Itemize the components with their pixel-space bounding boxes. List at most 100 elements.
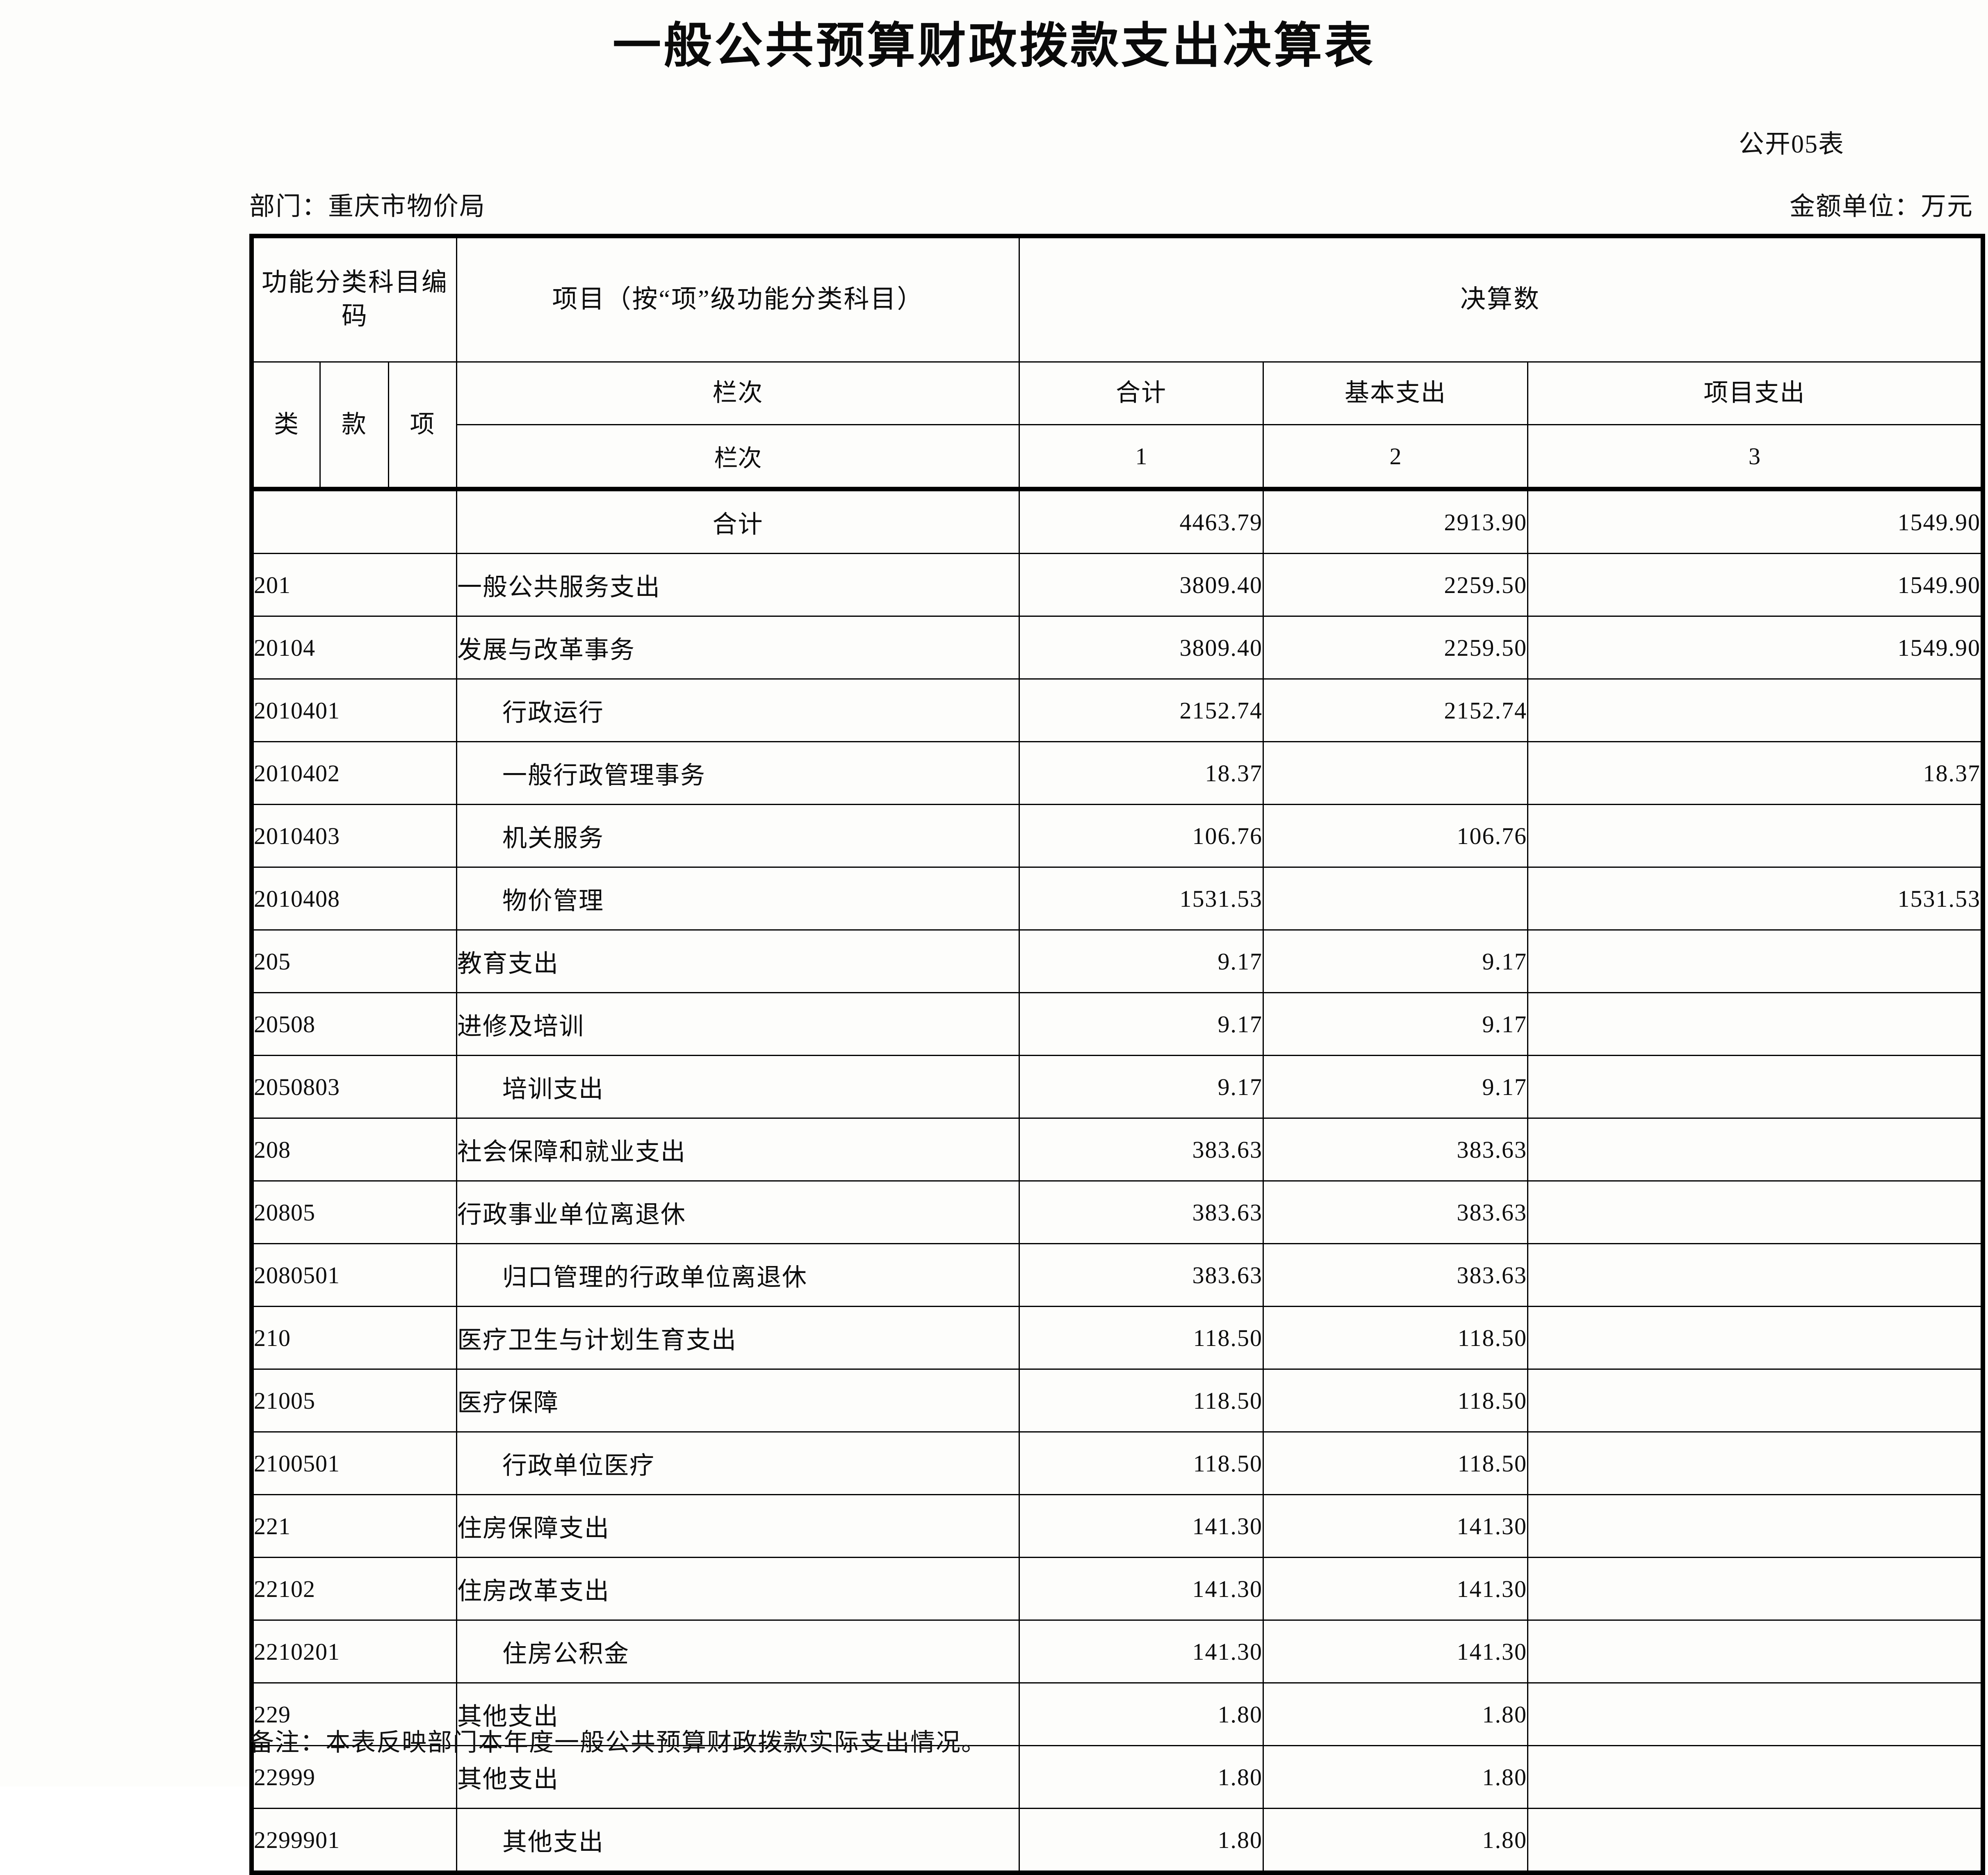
cell-amount-total: 4463.79 xyxy=(1019,487,1264,554)
cell-item-name: 社会保障和就业支出 xyxy=(456,1118,1020,1182)
table-row: 20104 发展与改革事务 3809.40 2259.50 1549.90 xyxy=(249,616,1986,680)
cell-item-name: 其他支出 xyxy=(456,1808,1020,1875)
cell-amount-basic: 2259.50 xyxy=(1263,553,1528,617)
header-item-column: 项目（按“项”级功能分类科目） xyxy=(456,234,1020,363)
cell-amount-total: 9.17 xyxy=(1019,992,1264,1056)
cell-amount-basic: 9.17 xyxy=(1263,1055,1528,1119)
cell-item-name: 行政运行 xyxy=(456,678,1020,742)
cell-item-name: 住房改革支出 xyxy=(456,1557,1020,1621)
cell-amount-basic: 118.50 xyxy=(1263,1306,1528,1370)
cell-amount-project xyxy=(1527,1306,1986,1370)
cell-amount-basic: 2259.50 xyxy=(1263,616,1528,680)
cell-function-code: 201 xyxy=(249,553,457,617)
cell-amount-project xyxy=(1527,804,1986,868)
cell-function-code: 205 xyxy=(249,929,457,993)
cell-amount-basic: 1.80 xyxy=(1263,1745,1528,1809)
header-figures-total: 合计 xyxy=(1019,361,1264,425)
header-row-index-label: 栏次 xyxy=(456,361,1020,425)
cell-item-name: 合计 xyxy=(456,487,1020,554)
header-row-groups: 功能分类科目编码 项目（按“项”级功能分类科目） 决算数 xyxy=(249,234,1986,363)
cell-amount-project xyxy=(1527,1180,1986,1244)
colnumber-3: 3 xyxy=(1527,424,1986,490)
table-row: 205 教育支出 9.17 9.17 xyxy=(249,929,1986,993)
cell-amount-basic: 1.80 xyxy=(1263,1682,1528,1746)
cell-amount-total: 3809.40 xyxy=(1019,553,1264,617)
cell-item-name: 行政事业单位离退休 xyxy=(456,1180,1020,1244)
cell-function-code: 221 xyxy=(249,1494,457,1558)
cell-item-name: 一般公共服务支出 xyxy=(456,553,1020,617)
cell-amount-project xyxy=(1527,1243,1986,1307)
cell-item-name: 一般行政管理事务 xyxy=(456,741,1020,805)
cell-item-name: 培训支出 xyxy=(456,1055,1020,1119)
table-row: 2210201 住房公积金 141.30 141.30 xyxy=(249,1620,1986,1683)
cell-amount-basic: 141.30 xyxy=(1263,1620,1528,1683)
cell-amount-project xyxy=(1527,678,1986,742)
cell-amount-total: 9.17 xyxy=(1019,1055,1264,1119)
colnumber-1: 1 xyxy=(1019,424,1264,490)
cell-function-code: 2210201 xyxy=(249,1620,457,1683)
header-subcol-lei: 类 xyxy=(249,361,321,490)
cell-function-code: 20104 xyxy=(249,616,457,680)
table-row: 210 医疗卫生与计划生育支出 118.50 118.50 xyxy=(249,1306,1986,1370)
cell-amount-total: 1.80 xyxy=(1019,1808,1264,1875)
header-figures-group: 决算数 xyxy=(1018,234,1986,363)
amount-unit-label: 金额单位：万元 xyxy=(1789,193,1973,221)
header-subcol-kuan: 款 xyxy=(319,361,389,490)
page-title: 一般公共预算财政拨款支出决算表 xyxy=(612,17,1375,74)
header-row-colnumbers: 栏次 1 2 3 xyxy=(252,424,1986,490)
cell-amount-project: 1531.53 xyxy=(1527,867,1986,931)
document-page: 一般公共预算财政拨款支出决算表 公开05表 部门：重庆市物价局 金额单位：万元 … xyxy=(249,17,1986,1875)
cell-amount-basic: 141.30 xyxy=(1263,1557,1528,1621)
cell-function-code: 2010408 xyxy=(249,867,457,931)
cell-item-name: 机关服务 xyxy=(456,804,1020,868)
cell-amount-total: 1.80 xyxy=(1019,1745,1264,1809)
cell-amount-total: 118.50 xyxy=(1019,1431,1264,1495)
cell-function-code: 20508 xyxy=(249,992,457,1056)
budget-table-container: 功能分类科目编码 项目（按“项”级功能分类科目） 决算数 类 款 项 栏次 合计… xyxy=(249,234,1986,1875)
cell-amount-basic: 2913.90 xyxy=(1263,487,1528,554)
cell-item-name: 归口管理的行政单位离退休 xyxy=(456,1243,1020,1307)
cell-function-code: 2050803 xyxy=(249,1055,457,1119)
table-row: 2080501 归口管理的行政单位离退休 383.63 383.63 xyxy=(249,1243,1986,1307)
cell-function-code: 208 xyxy=(249,1118,457,1182)
cell-amount-basic: 383.63 xyxy=(1263,1243,1528,1307)
cell-amount-total: 2152.74 xyxy=(1019,678,1264,742)
cell-function-code: 21005 xyxy=(249,1369,457,1432)
cell-amount-project: 1549.90 xyxy=(1527,487,1986,554)
cell-amount-basic: 106.76 xyxy=(1263,804,1528,868)
cell-function-code: 2100501 xyxy=(249,1431,457,1495)
cell-function-code: 2080501 xyxy=(249,1243,457,1307)
cell-amount-total: 141.30 xyxy=(1019,1620,1264,1683)
cell-function-code: 2010401 xyxy=(249,678,457,742)
cell-amount-total: 383.63 xyxy=(1019,1243,1264,1307)
cell-item-name: 其他支出 xyxy=(456,1682,1020,1746)
table-row: 221 住房保障支出 141.30 141.30 xyxy=(249,1494,1986,1558)
cell-amount-project: 18.37 xyxy=(1527,741,1986,805)
cell-function-code: 2010402 xyxy=(249,741,457,805)
cell-amount-total: 141.30 xyxy=(1019,1494,1264,1558)
cell-amount-basic: 118.50 xyxy=(1263,1369,1528,1432)
cell-amount-total: 106.76 xyxy=(1019,804,1264,868)
cell-amount-project xyxy=(1527,1620,1986,1683)
department-label: 部门：重庆市物价局 xyxy=(249,193,486,221)
form-number-label: 公开05表 xyxy=(1738,130,1844,158)
cell-item-name: 住房保障支出 xyxy=(456,1494,1020,1558)
cell-amount-total: 9.17 xyxy=(1019,929,1264,993)
table-row: 2010403 机关服务 106.76 106.76 xyxy=(249,804,1986,868)
cell-item-name: 行政单位医疗 xyxy=(456,1431,1020,1495)
header-code-group: 功能分类科目编码 xyxy=(249,234,457,363)
table-row: 2100501 行政单位医疗 118.50 118.50 xyxy=(249,1431,1986,1495)
table-row: 2299901 其他支出 1.80 1.80 xyxy=(249,1808,1986,1875)
cell-amount-basic: 118.50 xyxy=(1263,1431,1528,1495)
cell-amount-basic: 2152.74 xyxy=(1263,678,1528,742)
table-row: 2010402 一般行政管理事务 18.37 18.37 xyxy=(249,741,1986,805)
cell-amount-total: 118.50 xyxy=(1019,1306,1264,1370)
cell-amount-project xyxy=(1527,1682,1986,1746)
table-row: 22102 住房改革支出 141.30 141.30 xyxy=(249,1557,1986,1621)
cell-amount-total: 1531.53 xyxy=(1019,867,1264,931)
cell-item-name: 医疗卫生与计划生育支出 xyxy=(456,1306,1020,1370)
table-row: 21005 医疗保障 118.50 118.50 xyxy=(249,1369,1986,1432)
cell-function-code: 2010403 xyxy=(249,804,457,868)
cell-amount-basic xyxy=(1263,741,1528,805)
cell-amount-basic: 9.17 xyxy=(1263,929,1528,993)
